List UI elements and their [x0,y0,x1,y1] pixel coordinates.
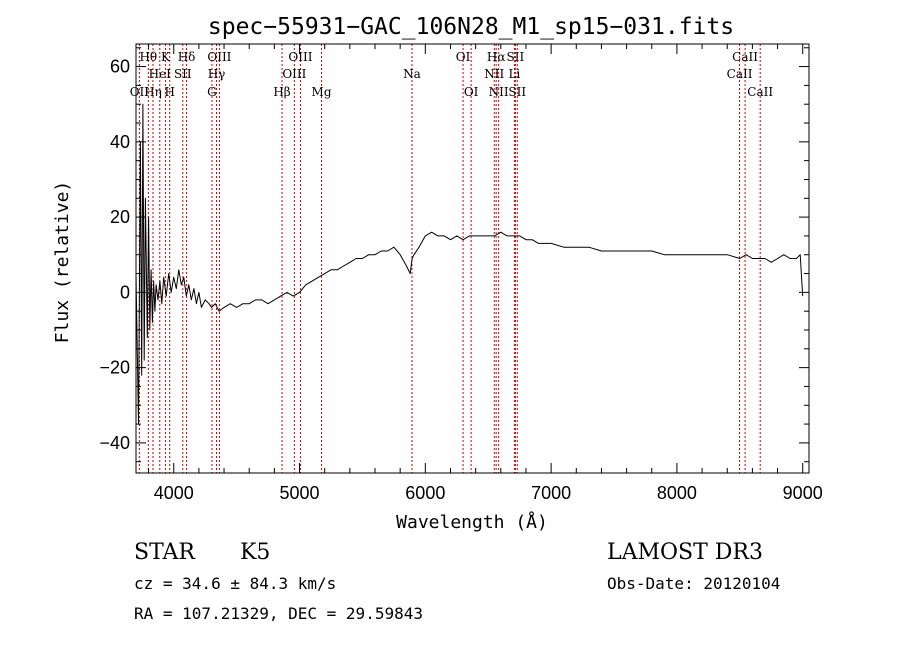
line-label-25: CaII [732,50,758,64]
redshift-velocity: cz = 34.6 ± 84.3 km/s [134,574,337,593]
plot-frame [135,43,810,474]
axes: 4000 5000 6000 7000 8000 9000 −40 −20 0 20 40 60 [99,44,823,503]
y-tick-label-1: −20 [99,358,130,378]
line-label-9: Hγ [208,67,226,81]
line-label-12: OIII [282,67,306,81]
y-tick-label-3: 20 [110,207,130,227]
object-class: STAR [134,540,195,565]
x-tick-label-0: 4000 [154,483,194,503]
line-label-4: K [161,50,171,64]
line-label-14: Mg [312,85,332,99]
y-tick-label-2: 0 [120,282,130,302]
line-label-17: OI [464,85,479,99]
line-label-16: OI [456,50,471,64]
emission-line-markers [138,44,761,473]
y-tick-label-5: 60 [110,57,130,77]
line-label-2: Hη [144,85,162,99]
y-axis-label: Flux (relative) [52,181,73,344]
observation-date: Obs-Date: 20120104 [607,574,781,593]
line-label-13: OIII [288,50,312,64]
line-label-22: SII [507,50,525,64]
line-label-21: Li [508,67,520,81]
line-label-24: CaII [727,67,753,81]
line-label-8: G [207,85,217,99]
chart-title: spec−55931−GAC_106N28_M1_sp15−031.fits [208,14,734,40]
line-label-10: OIII [207,50,231,64]
line-label-18: NII [484,67,504,81]
line-label-23: SII [508,85,526,99]
x-tick-label-2: 6000 [405,483,445,503]
object-subclass: K5 [240,540,271,565]
x-axis-label: Wavelength (Å) [396,511,548,533]
survey-name: LAMOST DR3 [607,540,763,565]
line-label-6: SII [174,67,192,81]
y-tick-label-4: 40 [110,132,130,152]
spectrum-line [135,103,804,425]
line-label-1: Hθ [139,50,157,64]
line-label-20: NII [489,85,509,99]
x-tick-label-1: 5000 [280,483,320,503]
line-label-11: Hβ [273,85,290,99]
x-tick-label-3: 7000 [531,483,571,503]
line-label-0: OII [130,85,150,99]
line-label-15: Na [403,67,421,81]
x-tick-label-5: 9000 [783,483,823,503]
line-label-26: CaII [747,85,773,99]
y-tick-label-0: −40 [99,433,130,453]
coordinates: RA = 107.21329, DEC = 29.59843 [134,604,423,623]
x-tick-label-4: 8000 [657,483,697,503]
line-label-5: H [164,85,174,99]
line-label-7: Hδ [178,50,196,64]
emission-line-labels: OIIHθHηHeIKHSIIHδGHγOIIIHβOIIIOIIIMgNaOI… [130,50,774,99]
line-label-3: HeI [149,67,172,81]
line-label-19: Hα [487,50,506,64]
